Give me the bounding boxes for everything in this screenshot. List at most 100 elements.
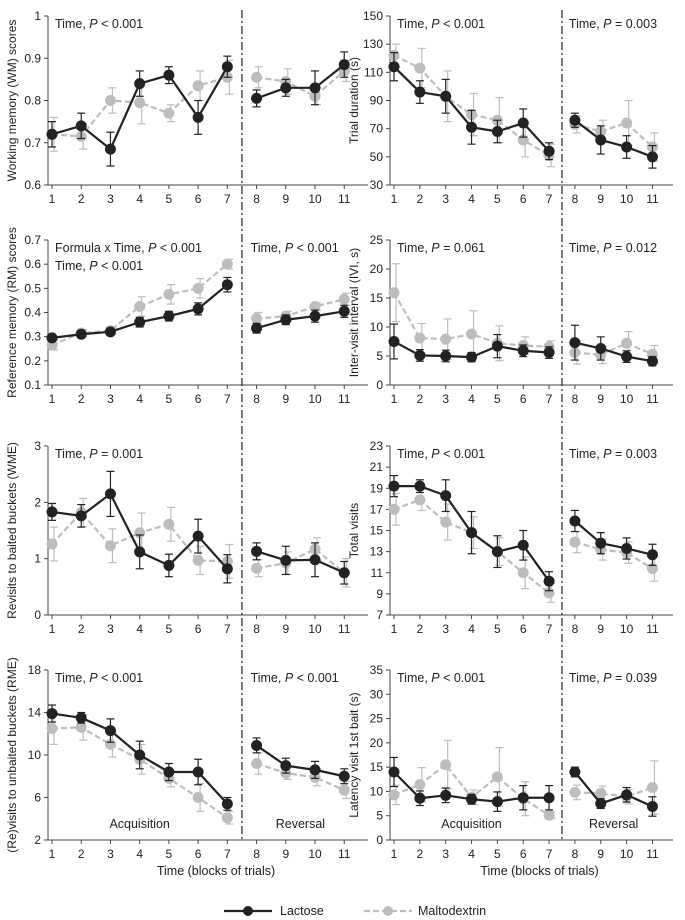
- data-point: [491, 796, 503, 808]
- data-point: [163, 518, 175, 530]
- series-line: [574, 119, 653, 158]
- series-line: [256, 298, 345, 320]
- legend-label-maltodextrin: Maltodextrin: [418, 904, 486, 918]
- x-tick-label: 4: [136, 392, 143, 406]
- data-point: [543, 792, 555, 804]
- series-lactose: [388, 756, 658, 817]
- x-tick-label: 4: [136, 847, 143, 861]
- y-tick-label: 10: [370, 784, 384, 798]
- data-point: [517, 117, 529, 129]
- data-point: [595, 537, 607, 549]
- series-lactose: [388, 323, 658, 367]
- data-point: [221, 812, 233, 824]
- x-tick-label: 6: [520, 847, 527, 861]
- y-tick-label: 15: [370, 524, 384, 538]
- data-point: [251, 71, 263, 83]
- y-tick-label: 10: [370, 320, 384, 334]
- x-tick-label: 1: [49, 847, 56, 861]
- x-tick-label: 7: [224, 392, 231, 406]
- data-point: [163, 310, 175, 322]
- x-tick-label: 9: [282, 192, 289, 206]
- y-tick-label: 150: [363, 9, 383, 23]
- x-tick-label: 7: [224, 622, 231, 636]
- x-tick-label: 10: [620, 622, 634, 636]
- x-tick-label: 4: [468, 847, 475, 861]
- data-point: [388, 503, 400, 515]
- data-point: [466, 328, 478, 340]
- y-axis-label: Working memory (WM) scores: [5, 20, 19, 182]
- data-point: [192, 111, 204, 123]
- data-point: [543, 575, 555, 587]
- y-tick-label: 35: [370, 663, 384, 677]
- y-tick-label: 17: [370, 502, 384, 516]
- data-point: [388, 287, 400, 299]
- data-point: [251, 313, 263, 325]
- data-point: [192, 792, 204, 803]
- data-point: [491, 340, 503, 352]
- y-tick-label: 0.6: [24, 257, 41, 271]
- y-tick-label: 10: [28, 748, 42, 762]
- data-point: [646, 782, 658, 794]
- stat-annotation: Time, P < 0.001: [55, 259, 143, 273]
- data-point: [466, 121, 478, 133]
- data-point: [414, 480, 426, 492]
- legend-marker-maltodextrin: [383, 906, 393, 916]
- data-point: [414, 349, 426, 361]
- x-tick-label: 10: [620, 192, 634, 206]
- data-point: [280, 82, 292, 94]
- legend: Lactose Maltodextrin: [224, 904, 486, 918]
- x-tick-label: 9: [597, 622, 604, 636]
- y-tick-label: 5: [376, 349, 383, 363]
- x-tick-label: 11: [646, 392, 659, 406]
- stat-annotation: Time, P = 0.039: [569, 671, 657, 685]
- data-point: [163, 559, 175, 571]
- series-line: [256, 550, 345, 574]
- x-tick-label: 3: [442, 392, 449, 406]
- x-tick-label: 9: [597, 847, 604, 861]
- y-tick-label: 0.7: [24, 136, 41, 150]
- y-axis-label: Total visits: [347, 503, 361, 558]
- panel-4: 0 5 10 15 20 25 1 2 3 4 5 6 7 8 9 10 11 Inter-visit inter…: [347, 233, 673, 406]
- x-tick-label: 8: [572, 847, 579, 861]
- stat-annotation: Time, P < 0.001: [251, 671, 339, 685]
- series-lactose: [46, 470, 350, 585]
- data-point: [569, 515, 581, 527]
- x-tick-label: 5: [494, 392, 501, 406]
- panel-3: 0.1 0.2 0.3 0.4 0.5 0.6 0.7 1 2 3 4 5 6 7 8 9 10 11 Refere…: [5, 227, 368, 406]
- y-tick-label: 21: [370, 460, 384, 474]
- data-point: [569, 766, 581, 778]
- y-tick-label: 13: [370, 545, 384, 559]
- data-point: [104, 540, 116, 552]
- x-tick-label: 11: [338, 622, 351, 636]
- x-axis-title: Time (blocks of trials): [480, 864, 598, 878]
- data-point: [251, 739, 263, 751]
- y-axis-label: Latency visit 1st bait (s): [347, 692, 361, 817]
- series-line: [574, 121, 654, 148]
- data-point: [440, 490, 452, 502]
- x-tick-label: 10: [308, 192, 322, 206]
- x-tick-label: 1: [49, 622, 56, 636]
- data-point: [163, 107, 175, 119]
- x-tick-label: 3: [107, 622, 114, 636]
- x-tick-label: 9: [597, 192, 604, 206]
- y-tick-label: 23: [370, 439, 384, 453]
- x-tick-label: 2: [78, 847, 85, 861]
- x-tick-label: 5: [494, 847, 501, 861]
- y-tick-label: 110: [364, 65, 383, 79]
- data-point: [192, 80, 204, 92]
- x-tick-label: 1: [391, 392, 398, 406]
- stat-annotation: Formula x Time, P < 0.001: [55, 241, 202, 255]
- data-point: [569, 786, 581, 798]
- x-tick-label: 3: [107, 392, 114, 406]
- data-point: [46, 538, 58, 550]
- data-point: [192, 554, 204, 566]
- y-tick-label: 5: [376, 809, 383, 823]
- data-point: [595, 798, 607, 810]
- data-point: [466, 351, 478, 363]
- x-tick-label: 2: [417, 622, 424, 636]
- y-tick-label: 0.2: [24, 354, 41, 368]
- data-point: [280, 314, 292, 326]
